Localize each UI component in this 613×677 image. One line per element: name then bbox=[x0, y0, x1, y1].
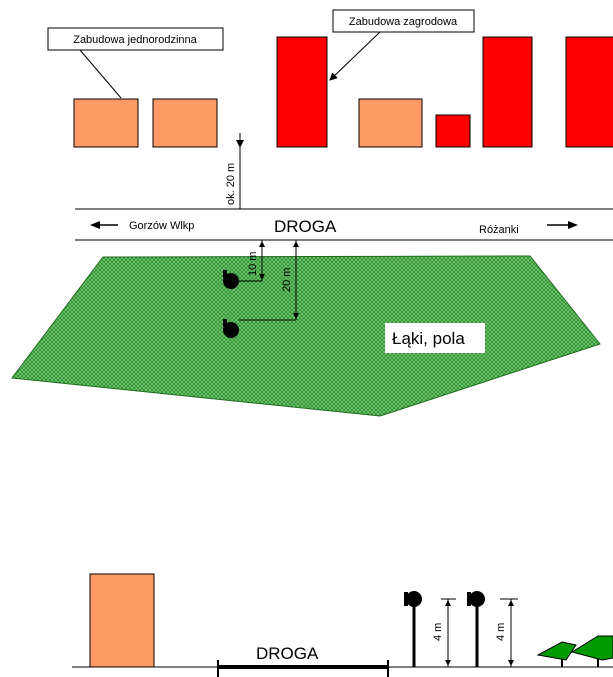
lamp-icon bbox=[406, 591, 422, 607]
dimension-10m: 10 m bbox=[239, 240, 265, 282]
meadow-area bbox=[11, 255, 601, 417]
tree-icon bbox=[536, 641, 577, 667]
height-dimension-1: 4 m bbox=[432, 598, 456, 667]
distance-to-road-marker: ok. 20 m bbox=[225, 133, 244, 209]
dimension-20m: 20 m bbox=[239, 240, 299, 321]
single-family-house-2 bbox=[152, 98, 218, 148]
lamp-bracket bbox=[223, 319, 227, 327]
callout-line-single-family bbox=[79, 49, 122, 99]
farm-building-3 bbox=[482, 36, 533, 148]
single-family-house-3 bbox=[358, 98, 423, 148]
label-distance-road: ok. 20 m bbox=[225, 163, 237, 205]
label-height-2: 4 m bbox=[495, 623, 507, 641]
lamp-post-2 bbox=[467, 591, 485, 667]
lamp-icon bbox=[469, 591, 485, 607]
farm-building-1 bbox=[276, 36, 328, 148]
section-road bbox=[217, 660, 389, 677]
height-dimension-2: 4 m bbox=[495, 598, 518, 667]
callout-arrow-farm bbox=[329, 31, 381, 81]
section-house bbox=[89, 573, 155, 668]
lamp-bracket bbox=[223, 270, 227, 278]
label-direction-east: Różanki bbox=[479, 224, 519, 236]
label-height-1: 4 m bbox=[432, 623, 444, 641]
farm-building-4 bbox=[565, 36, 613, 148]
lamp-post-1 bbox=[404, 591, 422, 667]
callout-farm: Zabudowa zagrodowa bbox=[329, 9, 475, 81]
label-dist-10: 10 m bbox=[247, 252, 259, 276]
arrow-right-icon bbox=[547, 221, 578, 229]
meadow-label-box bbox=[385, 323, 485, 353]
arrow-left-icon bbox=[90, 221, 118, 229]
label-meadow: Łąki, pola bbox=[392, 329, 465, 348]
label-farm: Zabudowa zagrodowa bbox=[349, 16, 458, 28]
label-road-plan: DROGA bbox=[274, 217, 337, 236]
farm-building-2 bbox=[435, 114, 471, 148]
tree-icon bbox=[570, 635, 613, 667]
label-direction-west: Gorzów Wlkp bbox=[129, 220, 194, 232]
label-single-family: Zabudowa jednorodzinna bbox=[73, 34, 197, 46]
label-road-section: DROGA bbox=[256, 644, 319, 663]
label-dist-20: 20 m bbox=[281, 268, 293, 292]
single-family-house-1 bbox=[73, 98, 139, 148]
callout-single-family: Zabudowa jednorodzinna bbox=[47, 27, 224, 99]
